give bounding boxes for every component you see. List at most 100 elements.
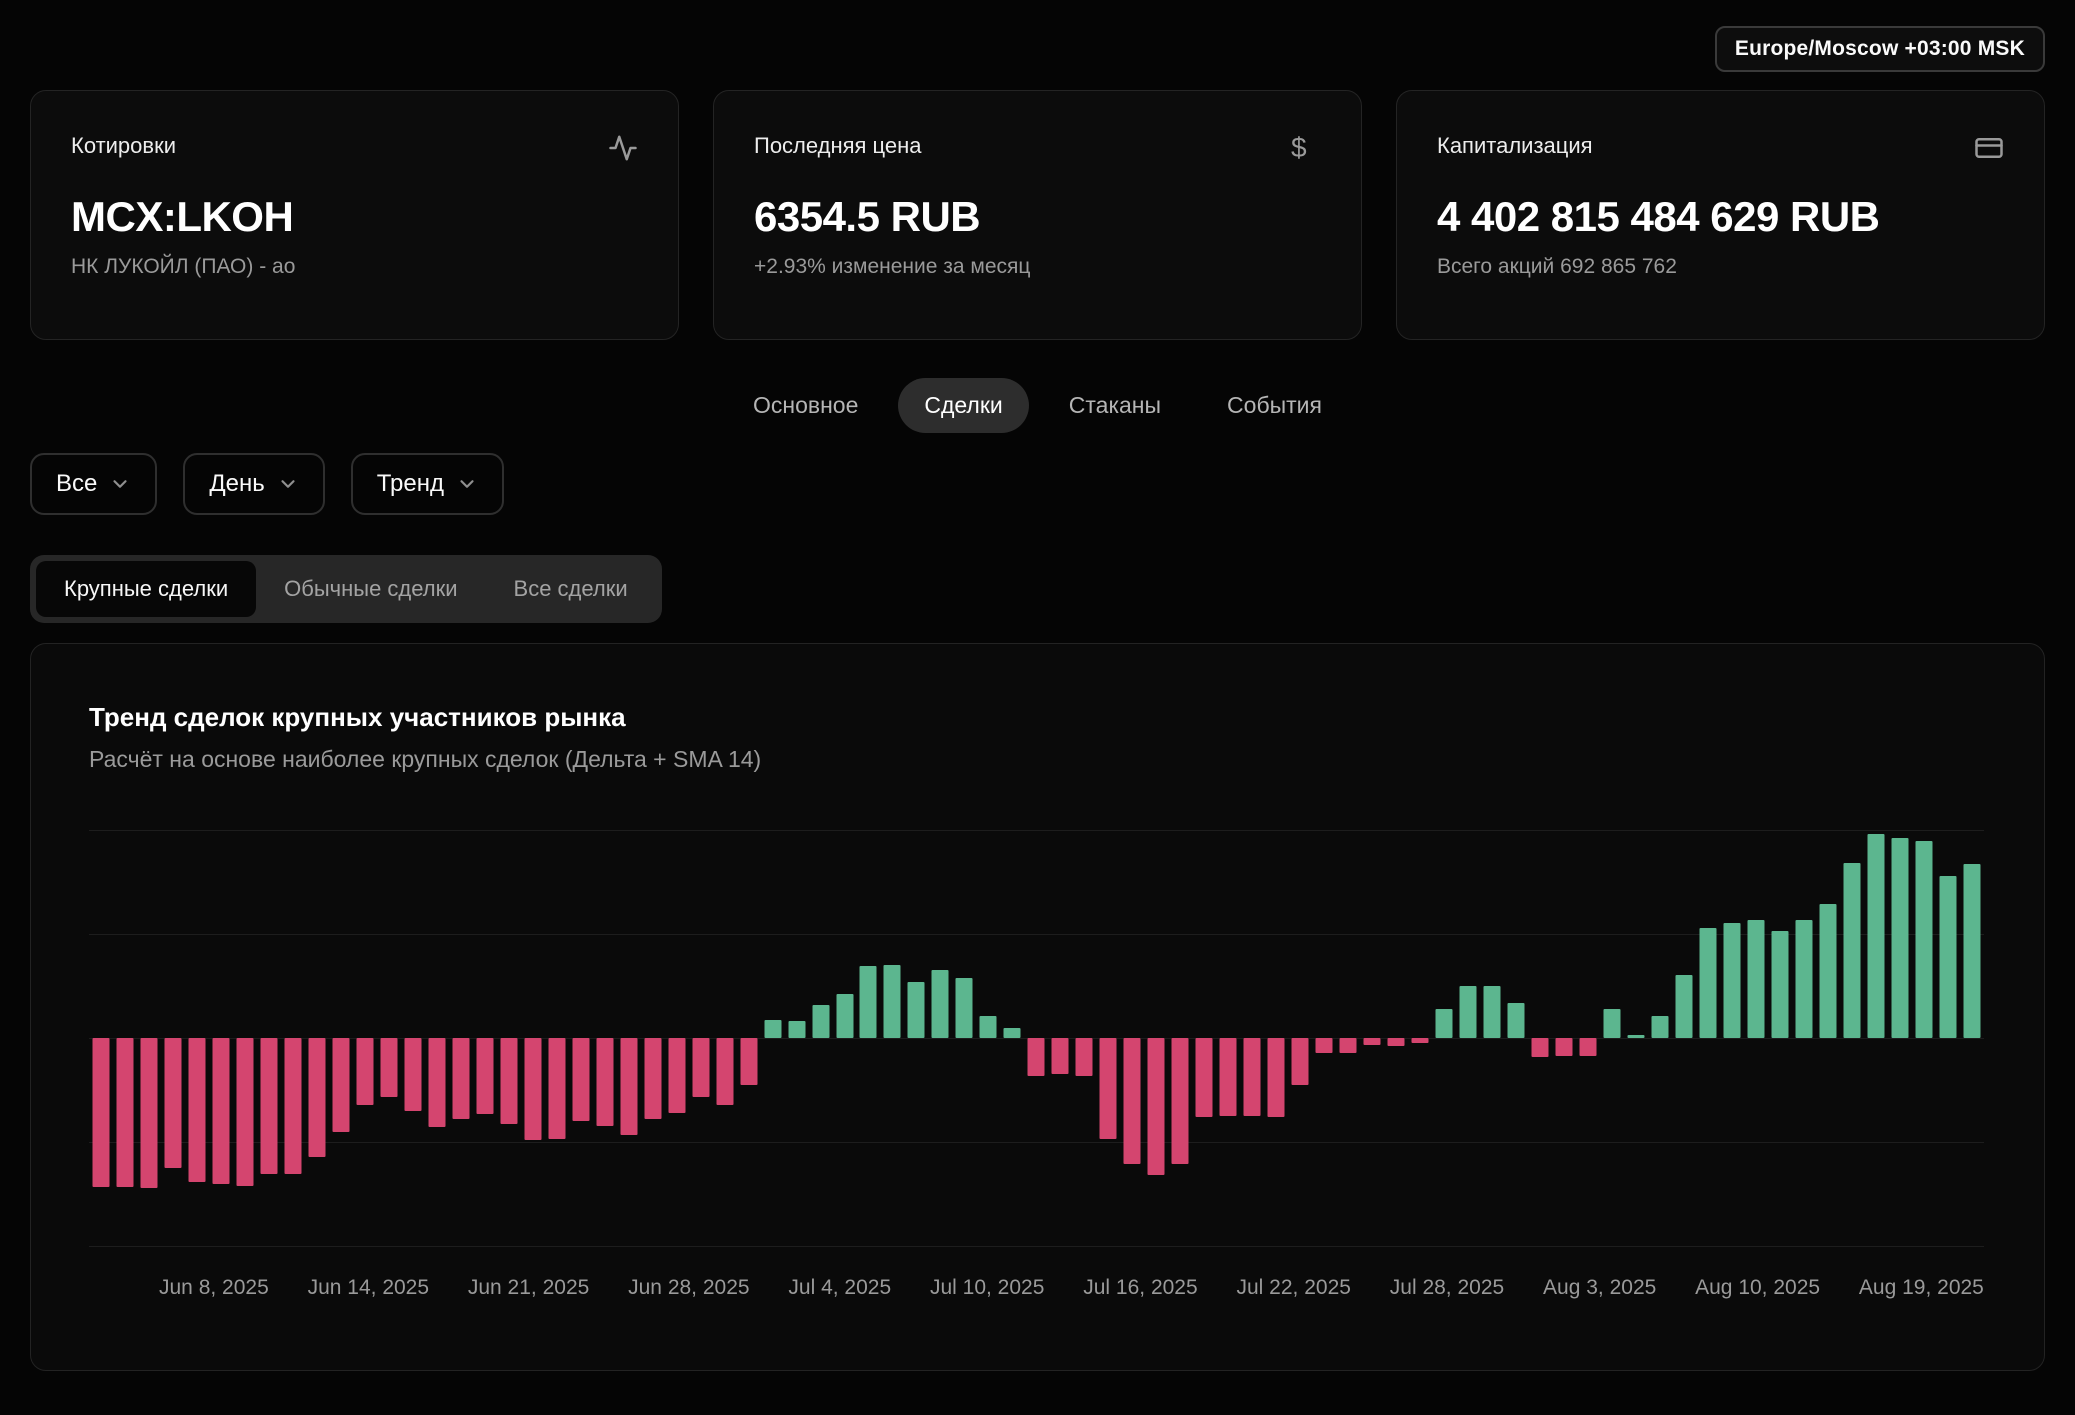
bar-slot bbox=[377, 820, 401, 1260]
bar-slot bbox=[1528, 820, 1552, 1260]
bar-slot bbox=[1024, 820, 1048, 1260]
delta-bar-negative bbox=[596, 1038, 613, 1126]
x-axis-tick-label: Jul 16, 2025 bbox=[1083, 1276, 1197, 1300]
stat-cards-row: Котировки MCX:LKOH НК ЛУКОЙЛ (ПАО) - ао … bbox=[30, 90, 2045, 340]
bar-slot bbox=[497, 820, 521, 1260]
delta-bar-negative bbox=[644, 1038, 661, 1119]
segment-large[interactable]: Крупные сделки bbox=[36, 561, 256, 617]
delta-bar-positive bbox=[1484, 986, 1501, 1038]
delta-bar-negative bbox=[476, 1038, 493, 1114]
delta-bar-negative bbox=[1172, 1038, 1189, 1164]
delta-bar-positive bbox=[1723, 923, 1740, 1038]
bar-slot bbox=[1912, 820, 1936, 1260]
delta-bar-negative bbox=[332, 1038, 349, 1132]
delta-bar-negative bbox=[1364, 1038, 1381, 1045]
bar-slot bbox=[1408, 820, 1432, 1260]
tab-sobytiya[interactable]: События bbox=[1201, 378, 1348, 433]
delta-bar-positive bbox=[1627, 1035, 1644, 1038]
delta-bar-negative bbox=[284, 1038, 301, 1174]
tab-stakany[interactable]: Стаканы bbox=[1043, 378, 1187, 433]
delta-bar-negative bbox=[428, 1038, 445, 1127]
segment-row: Крупные сделкиОбычные сделкиВсе сделки bbox=[30, 555, 2075, 623]
last-price-value: 6354.5 RUB bbox=[754, 193, 1321, 241]
bar-slot bbox=[880, 820, 904, 1260]
filters-row: Все День Тренд bbox=[30, 453, 2075, 515]
bar-slot bbox=[737, 820, 761, 1260]
segment-all[interactable]: Все сделки bbox=[486, 561, 656, 617]
delta-bar-positive bbox=[836, 994, 853, 1038]
delta-bar-negative bbox=[500, 1038, 517, 1124]
delta-bar-negative bbox=[1316, 1038, 1333, 1053]
filter-label: Тренд bbox=[377, 470, 444, 498]
bar-slot bbox=[1432, 820, 1456, 1260]
delta-bar-positive bbox=[1460, 986, 1477, 1038]
bar-slot bbox=[1816, 820, 1840, 1260]
delta-bar-negative bbox=[308, 1038, 325, 1157]
bar-slot bbox=[1696, 820, 1720, 1260]
bar-slot bbox=[1936, 820, 1960, 1260]
bar-slot bbox=[1792, 820, 1816, 1260]
bar-slot bbox=[161, 820, 185, 1260]
x-axis-tick-label: Jul 10, 2025 bbox=[930, 1276, 1044, 1300]
bar-slot bbox=[1768, 820, 1792, 1260]
bar-slot bbox=[113, 820, 137, 1260]
market-cap-value: 4 402 815 484 629 RUB bbox=[1437, 193, 2004, 241]
bar-slot bbox=[785, 820, 809, 1260]
delta-bar-positive bbox=[980, 1016, 997, 1038]
bar-slot bbox=[1576, 820, 1600, 1260]
delta-bar-positive bbox=[1675, 975, 1692, 1038]
timezone-badge[interactable]: Europe/Moscow +03:00 MSK bbox=[1715, 26, 2045, 72]
bar-slot bbox=[545, 820, 569, 1260]
bar-slot bbox=[1096, 820, 1120, 1260]
chart-subtitle: Расчёт на основе наиболее крупных сделок… bbox=[89, 746, 1984, 773]
bar-slot bbox=[401, 820, 425, 1260]
last-price-card: Последняя цена $ 6354.5 RUB +2.93% измен… bbox=[713, 90, 1362, 340]
quotes-card: Котировки MCX:LKOH НК ЛУКОЙЛ (ПАО) - ао bbox=[30, 90, 679, 340]
bar-slot bbox=[809, 820, 833, 1260]
bar-slot bbox=[617, 820, 641, 1260]
tab-sdelki[interactable]: Сделки bbox=[898, 378, 1028, 433]
delta-bar-negative bbox=[1196, 1038, 1213, 1117]
x-axis: Jun 8, 2025Jun 14, 2025Jun 21, 2025Jun 2… bbox=[89, 1276, 1984, 1300]
delta-bar-positive bbox=[1915, 841, 1932, 1038]
x-axis-tick-label: Jun 28, 2025 bbox=[628, 1276, 749, 1300]
delta-bar-negative bbox=[1028, 1038, 1045, 1076]
bar-slot bbox=[928, 820, 952, 1260]
bar-slot bbox=[569, 820, 593, 1260]
delta-bar-positive bbox=[1699, 928, 1716, 1038]
bar-slot bbox=[137, 820, 161, 1260]
delta-bar-negative bbox=[236, 1038, 253, 1186]
delta-bar-negative bbox=[1580, 1038, 1597, 1056]
bar-slot bbox=[329, 820, 353, 1260]
bar-slot bbox=[425, 820, 449, 1260]
bar-slot bbox=[1000, 820, 1024, 1260]
market-cap-card: Капитализация 4 402 815 484 629 RUB Всег… bbox=[1396, 90, 2045, 340]
market-cap-label: Капитализация bbox=[1437, 133, 1593, 159]
bar-slot bbox=[1144, 820, 1168, 1260]
bar-slot bbox=[713, 820, 737, 1260]
filter-dropdown-period[interactable]: День bbox=[183, 453, 324, 515]
delta-bar-positive bbox=[1747, 920, 1764, 1038]
x-axis-tick-label: Jun 14, 2025 bbox=[308, 1276, 429, 1300]
section-tabs: Основное Сделки Стаканы События bbox=[0, 378, 2075, 433]
delta-bar-positive bbox=[1891, 838, 1908, 1038]
delta-bar-negative bbox=[668, 1038, 685, 1113]
credit-card-icon bbox=[1974, 133, 2004, 163]
x-axis-tick-label: Aug 19, 2025 bbox=[1859, 1276, 1984, 1300]
total-shares: Всего акций 692 865 762 bbox=[1437, 255, 2004, 279]
delta-bar-positive bbox=[908, 982, 925, 1038]
delta-bar-positive bbox=[1939, 876, 1956, 1038]
bar-slot bbox=[449, 820, 473, 1260]
delta-bar-negative bbox=[380, 1038, 397, 1097]
bar-slot bbox=[952, 820, 976, 1260]
bar-slot bbox=[281, 820, 305, 1260]
bar-slot bbox=[209, 820, 233, 1260]
filter-dropdown-scope[interactable]: Все bbox=[30, 453, 157, 515]
chevron-down-icon bbox=[277, 473, 299, 495]
tab-osnovnoe[interactable]: Основное bbox=[727, 378, 884, 433]
quotes-card-label: Котировки bbox=[71, 133, 176, 159]
filter-dropdown-view[interactable]: Тренд bbox=[351, 453, 504, 515]
delta-bar-negative bbox=[548, 1038, 565, 1139]
segment-normal[interactable]: Обычные сделки bbox=[256, 561, 485, 617]
bar-slot bbox=[1456, 820, 1480, 1260]
